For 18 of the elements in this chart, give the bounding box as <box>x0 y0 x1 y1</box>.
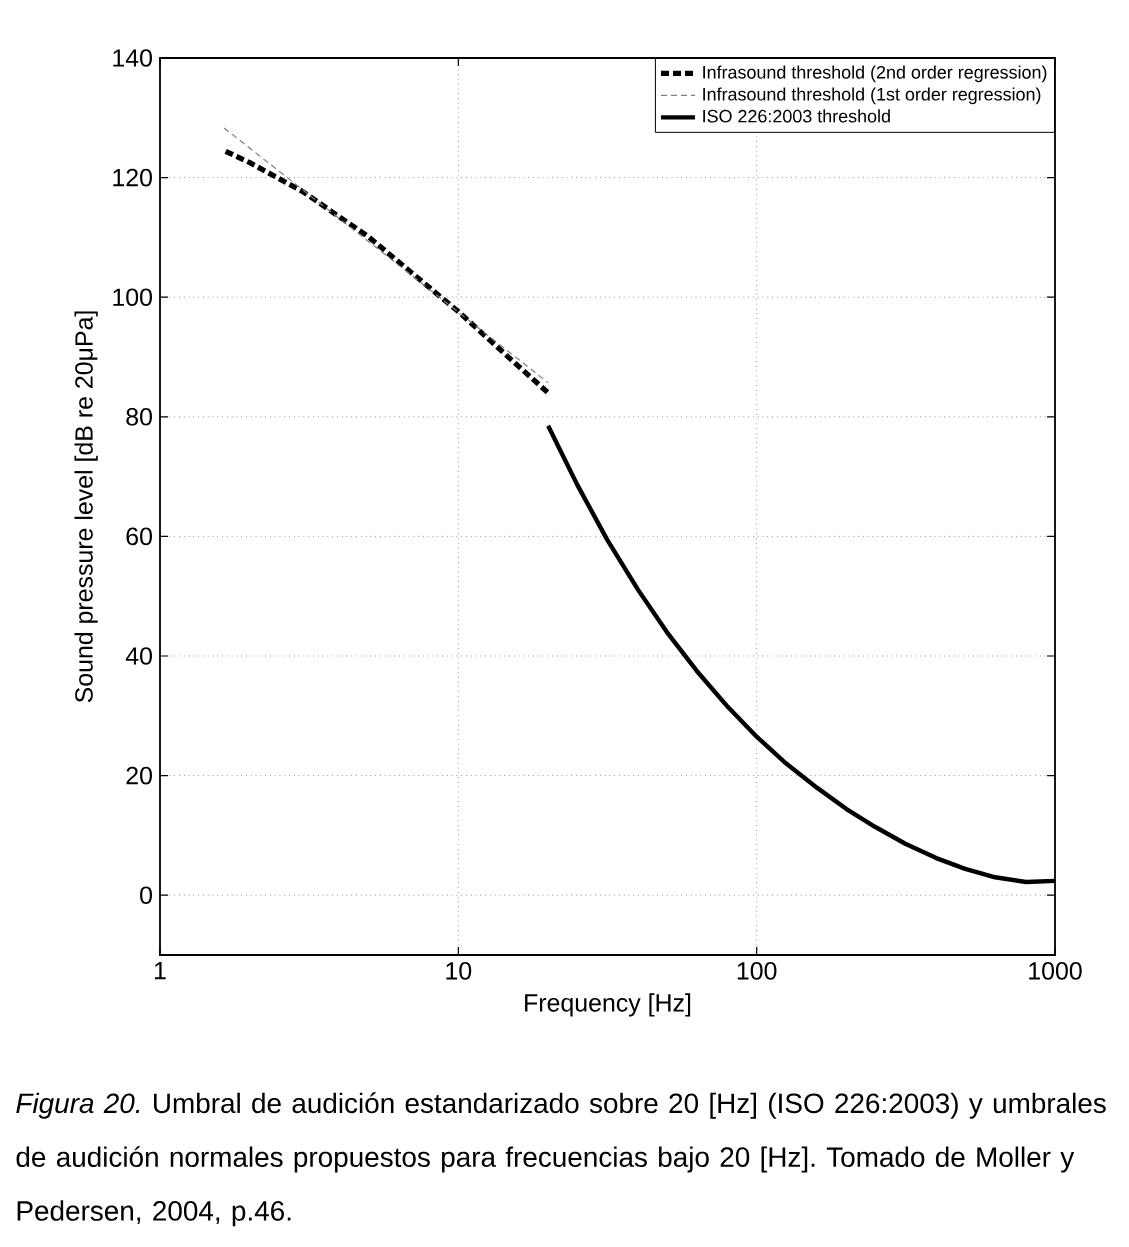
legend-label: Infrasound threshold (2nd order regression) <box>703 65 1047 83</box>
y-tick-label: 140 <box>113 49 152 67</box>
legend-label: Infrasound threshold (1st order regression) <box>703 87 1041 105</box>
y-tick-label: 120 <box>113 168 152 187</box>
text: Figura 20. Umbral de audición estandarizado sobre 20 [Hz] (ISO 226:2003) y umbrales de audición normales propuestos para frecuencias bajo 20 [Hz]. Tomado de Moller y Pedersen, 2004, p.46. <box>16 1092 1106 1227</box>
y-tick-label: 20 <box>126 766 152 785</box>
y-axis-title: Sound pressure level [dB re 20μPa] <box>74 311 98 703</box>
x-tick-label: 1 <box>154 962 166 980</box>
x-tick-label: 100 <box>737 962 777 980</box>
x-tick-label: 1000 <box>1029 962 1082 980</box>
legend-label: ISO 226:2003 threshold <box>703 109 890 123</box>
y-tick-label: 60 <box>126 527 152 546</box>
x-axis-title: Frequency [Hz] <box>525 993 691 1017</box>
x-tick-label: 10 <box>446 962 472 980</box>
y-tick-label: 0 <box>140 886 152 905</box>
y-tick-label: 40 <box>125 647 152 665</box>
y-tick-label: 80 <box>126 407 152 426</box>
y-tick-label: 100 <box>113 288 152 307</box>
